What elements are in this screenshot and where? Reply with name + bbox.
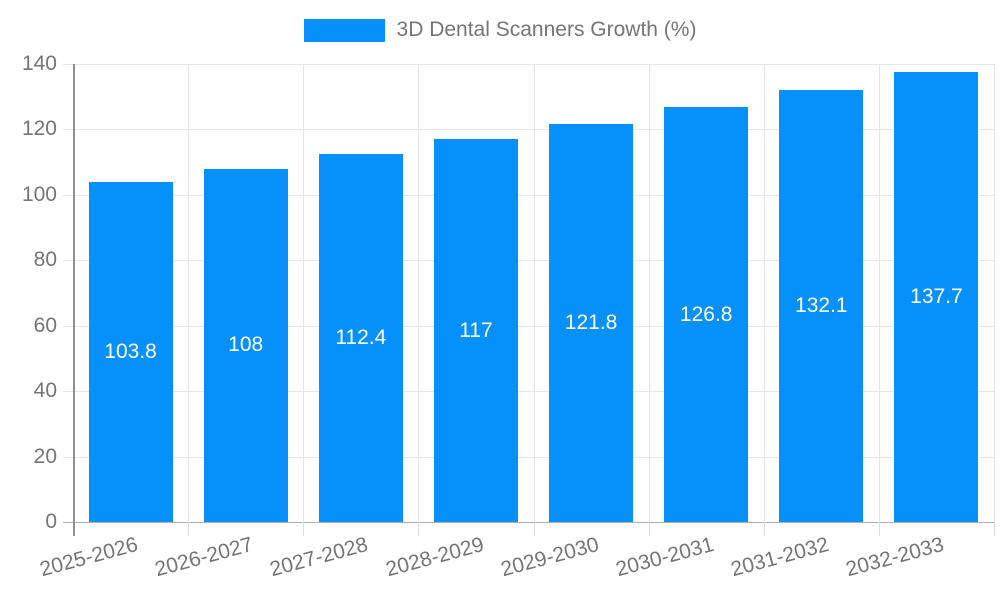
x-category-label: 2026-2027 — [152, 533, 256, 582]
x-axis-tick — [303, 522, 305, 536]
x-axis-tick — [418, 522, 420, 536]
bar-value-label: 108 — [228, 333, 264, 357]
bar[interactable]: 137.7 — [894, 71, 979, 522]
bar-value-label: 117 — [459, 318, 493, 342]
gridline-horizontal — [63, 456, 994, 458]
x-axis-line — [63, 522, 994, 523]
gridline-horizontal — [63, 260, 994, 262]
legend-swatch-icon — [303, 18, 385, 42]
y-tick-label: 120 — [21, 117, 57, 141]
gridline-vertical — [878, 64, 880, 522]
gridline-vertical — [303, 64, 305, 522]
y-tick-label: 0 — [45, 510, 57, 533]
bar-value-label: 126.8 — [679, 302, 733, 326]
x-axis-tick — [188, 522, 190, 536]
bar[interactable]: 117 — [433, 139, 518, 522]
gridline-vertical — [994, 64, 995, 522]
y-tick-label: 100 — [21, 182, 57, 206]
gridline-vertical — [188, 64, 190, 522]
x-axis-tick — [533, 522, 535, 536]
x-axis-tick — [763, 522, 765, 536]
x-category-label: 2025-2026 — [37, 533, 141, 582]
x-axis-tick — [648, 522, 650, 536]
x-category-label: 2028-2029 — [382, 533, 486, 582]
y-tick-label: 60 — [33, 313, 57, 337]
chart-legend[interactable]: 3D Dental Scanners Growth (%) — [0, 18, 1000, 42]
bar-value-label: 112.4 — [335, 326, 387, 350]
bar-value-label: 137.7 — [910, 284, 963, 308]
gridline-vertical — [533, 64, 535, 522]
gridline-horizontal — [63, 391, 994, 393]
y-tick-label: 20 — [33, 444, 57, 468]
x-category-label: 2030-2031 — [613, 533, 717, 582]
gridline-horizontal — [63, 194, 994, 196]
gridline-vertical — [418, 64, 420, 522]
legend-label: 3D Dental Scanners Growth (%) — [396, 18, 697, 41]
x-category-label: 2029-2030 — [498, 533, 602, 582]
x-axis-tick — [994, 522, 995, 536]
bar[interactable]: 121.8 — [549, 123, 634, 522]
x-category-label: 2031-2032 — [728, 533, 832, 582]
x-category-label: 2027-2028 — [267, 533, 371, 582]
y-tick-label: 80 — [33, 248, 57, 272]
bar-value-label: 132.1 — [795, 293, 848, 317]
gridline-horizontal — [63, 64, 994, 65]
y-tick-label: 140 — [21, 52, 57, 75]
bar[interactable]: 126.8 — [664, 107, 749, 522]
x-category-label: 2032-2033 — [843, 533, 947, 582]
gridline-horizontal — [63, 325, 994, 327]
gridline-vertical — [763, 64, 765, 522]
bar[interactable]: 108 — [203, 168, 288, 522]
y-tick-label: 40 — [33, 379, 57, 403]
bar[interactable]: 103.8 — [88, 182, 173, 522]
bar-value-label: 121.8 — [564, 310, 618, 334]
bar-value-label: 103.8 — [104, 340, 157, 364]
gridline-vertical — [648, 64, 650, 522]
bar[interactable]: 112.4 — [318, 154, 403, 522]
x-axis-tick — [878, 522, 880, 536]
gridline-horizontal — [63, 129, 994, 131]
y-axis-line — [73, 64, 75, 536]
bar[interactable]: 132.1 — [779, 89, 864, 522]
